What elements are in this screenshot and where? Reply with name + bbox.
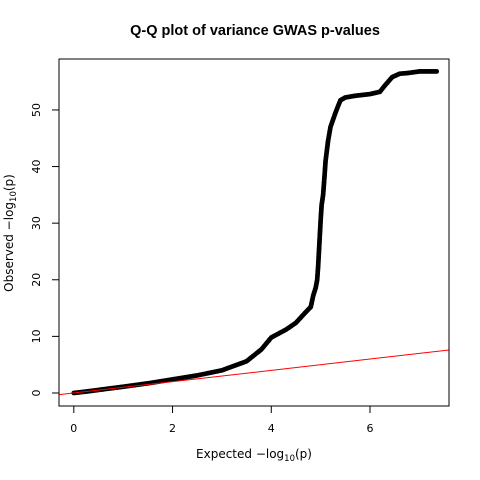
x-axis-label: Expected −log10(p) xyxy=(196,447,312,464)
x-tick-label: 0 xyxy=(70,422,77,435)
y-tick-label: 30 xyxy=(30,216,43,230)
y-tick-label: 40 xyxy=(30,160,43,174)
x-axis-label-prefix: Expected −log xyxy=(196,447,284,461)
y-tick-label: 50 xyxy=(30,103,43,117)
reference-line xyxy=(59,349,449,396)
x-axis-label-suffix: (p) xyxy=(295,447,312,461)
data-point xyxy=(434,69,440,74)
x-tick-label: 2 xyxy=(169,422,176,435)
x-tick-label: 4 xyxy=(268,422,275,435)
y-axis: 0 10 20 30 40 50 xyxy=(30,103,60,396)
plot-area xyxy=(59,69,449,396)
chart-title: Q-Q plot of variance GWAS p-values xyxy=(130,23,380,39)
y-tick-label: 0 xyxy=(30,389,43,396)
y-axis-label-subscript: 10 xyxy=(9,191,19,202)
x-axis-label-subscript: 10 xyxy=(284,454,295,464)
data-points xyxy=(71,69,440,396)
x-axis: 0 2 4 6 xyxy=(70,405,374,435)
y-axis-label: Observed −log10(p) xyxy=(2,174,19,292)
x-tick-label: 6 xyxy=(367,422,374,435)
y-axis-label-prefix: Observed −log xyxy=(2,202,16,292)
y-tick-label: 10 xyxy=(30,329,43,343)
y-tick-label: 20 xyxy=(30,273,43,287)
y-axis-label-suffix: (p) xyxy=(2,174,16,191)
